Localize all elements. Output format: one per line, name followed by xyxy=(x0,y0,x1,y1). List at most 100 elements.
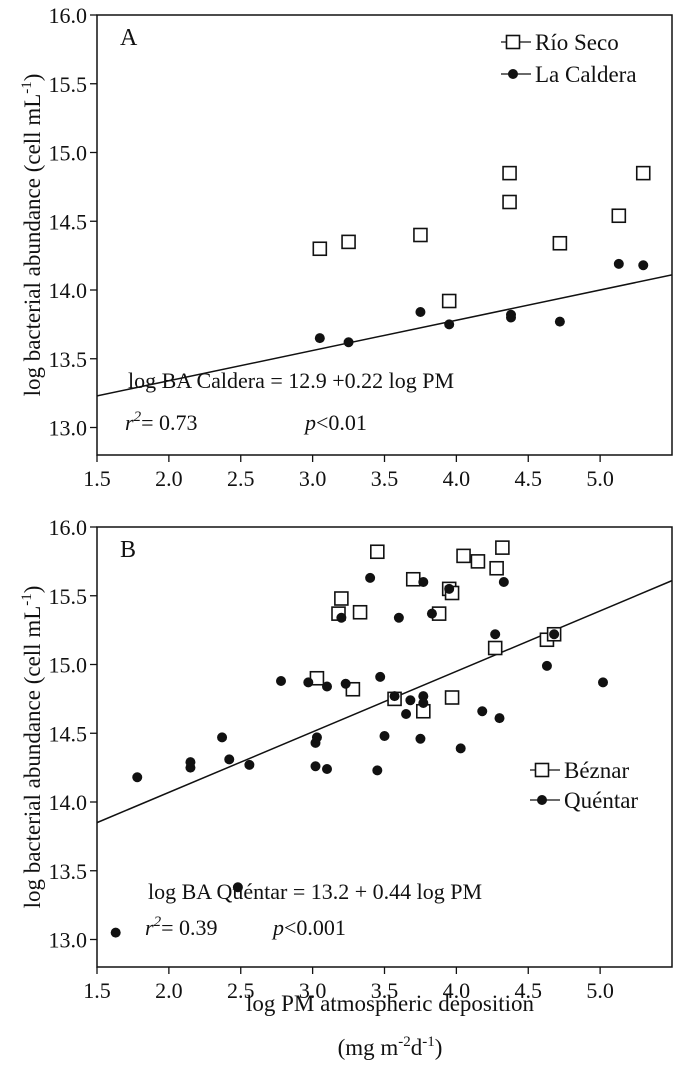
regression-line xyxy=(97,274,672,397)
data-point xyxy=(310,761,321,772)
legend-entry: Río Seco xyxy=(501,30,619,55)
legend-marker xyxy=(508,69,518,79)
series-open-square xyxy=(312,165,651,309)
data-point xyxy=(418,698,429,708)
legend-marker xyxy=(534,762,550,778)
data-point xyxy=(418,577,429,587)
y-tick-label: 13.5 xyxy=(49,859,88,884)
data-point xyxy=(552,235,568,251)
x-tick-label: 1.5 xyxy=(83,466,111,491)
p-value: p<0.001 xyxy=(271,915,346,940)
legend-marker xyxy=(505,34,521,50)
data-point xyxy=(303,677,314,688)
data-point xyxy=(244,759,255,770)
data-point xyxy=(477,706,488,717)
legend-label: Quéntar xyxy=(564,788,638,813)
data-point xyxy=(336,612,347,623)
regression-line xyxy=(97,579,672,824)
y-tick-label: 14.0 xyxy=(49,278,88,303)
series-filled-circle xyxy=(110,572,608,938)
x-tick-label: 3.0 xyxy=(299,978,327,1003)
y-tick-label: 15.0 xyxy=(49,653,88,678)
y-tick-label: 14.5 xyxy=(49,209,88,234)
data-point xyxy=(598,677,608,688)
legend-label: La Caldera xyxy=(535,62,637,87)
data-point xyxy=(489,560,504,576)
x-axis-title: log PM atmospheric deposition xyxy=(246,991,535,1016)
data-point xyxy=(370,544,385,560)
data-point xyxy=(322,764,332,774)
data-point xyxy=(444,690,460,705)
x-tick-label: 1.5 xyxy=(83,978,111,1003)
data-point xyxy=(426,608,437,619)
data-point xyxy=(389,691,400,702)
series-filled-circle xyxy=(314,258,649,348)
y-tick-label: 15.5 xyxy=(49,72,88,97)
y-tick-label: 16.0 xyxy=(49,515,88,540)
data-point xyxy=(444,583,455,594)
y-tick-label: 16.0 xyxy=(49,3,88,28)
legend-entry: La Caldera xyxy=(501,62,637,87)
data-point xyxy=(322,681,332,692)
data-point xyxy=(554,316,565,327)
x-tick-label: 2.0 xyxy=(155,978,183,1003)
x-tick-label: 4.5 xyxy=(515,978,543,1003)
data-point xyxy=(487,640,503,656)
data-point xyxy=(502,194,517,210)
data-point xyxy=(352,604,368,620)
y-tick-label: 13.0 xyxy=(49,416,88,441)
data-point xyxy=(415,307,426,317)
x-tick-label: 2.5 xyxy=(227,466,255,491)
data-point xyxy=(372,765,383,776)
x-tick-label: 5.0 xyxy=(586,466,614,491)
legend-label: Béznar xyxy=(564,758,629,783)
data-point xyxy=(185,757,196,768)
data-point xyxy=(311,732,322,743)
data-point xyxy=(470,554,486,569)
x-tick-label: 4.0 xyxy=(443,978,471,1003)
data-point xyxy=(506,312,516,323)
y-tick-label: 15.0 xyxy=(49,141,88,166)
data-point xyxy=(312,241,328,257)
data-point xyxy=(314,333,325,344)
data-point xyxy=(217,732,228,743)
data-point xyxy=(502,165,517,181)
regression-equation: log BA Caldera = 12.9 +0.22 log PM xyxy=(128,368,454,393)
fit-statistics: r2= 0.73 xyxy=(125,409,197,435)
legend-marker xyxy=(537,795,547,805)
data-point xyxy=(401,709,412,719)
data-point xyxy=(495,540,510,555)
data-point xyxy=(456,548,471,564)
legend-entry: Béznar xyxy=(530,758,629,783)
data-point xyxy=(441,293,457,309)
p-value: p<0.01 xyxy=(303,410,367,435)
data-point xyxy=(638,260,649,271)
data-point xyxy=(341,234,356,250)
data-point xyxy=(224,754,235,765)
data-point xyxy=(455,743,466,754)
data-point xyxy=(365,572,376,583)
data-point xyxy=(393,612,404,623)
y-tick-label: 13.5 xyxy=(49,347,88,372)
data-point xyxy=(132,772,143,783)
x-tick-label: 5.0 xyxy=(586,978,614,1003)
data-point xyxy=(343,337,354,348)
data-point xyxy=(379,731,390,741)
data-point xyxy=(549,629,560,640)
panel-a: 1.5 2.0 2.5 3.0 3.5 4.0 4.5 5.0 13.0 13.5 14.0 14.5… xyxy=(19,3,673,491)
x-tick-label: 4.5 xyxy=(515,466,543,491)
data-point xyxy=(613,258,624,269)
data-point xyxy=(541,660,552,671)
x-tick-label: 3.5 xyxy=(371,978,399,1003)
data-point xyxy=(611,208,627,224)
data-point xyxy=(340,678,351,689)
data-point xyxy=(334,591,349,606)
panel-b: 1.5 2.0 2.5 3.0 3.5 4.0 4.5 5.0 13.0 13.5 14.0 14.5… xyxy=(19,515,673,1003)
x-axis-label: log PM atmospheric deposition (mg m-2d-1… xyxy=(246,991,535,1060)
y-tick-label: 15.5 xyxy=(49,584,88,609)
data-point xyxy=(405,571,421,587)
data-point xyxy=(405,695,416,706)
y-axis-title: log bacterial abundance (cell mL-1) xyxy=(19,586,45,909)
y-tick-label: 13.0 xyxy=(49,928,88,953)
